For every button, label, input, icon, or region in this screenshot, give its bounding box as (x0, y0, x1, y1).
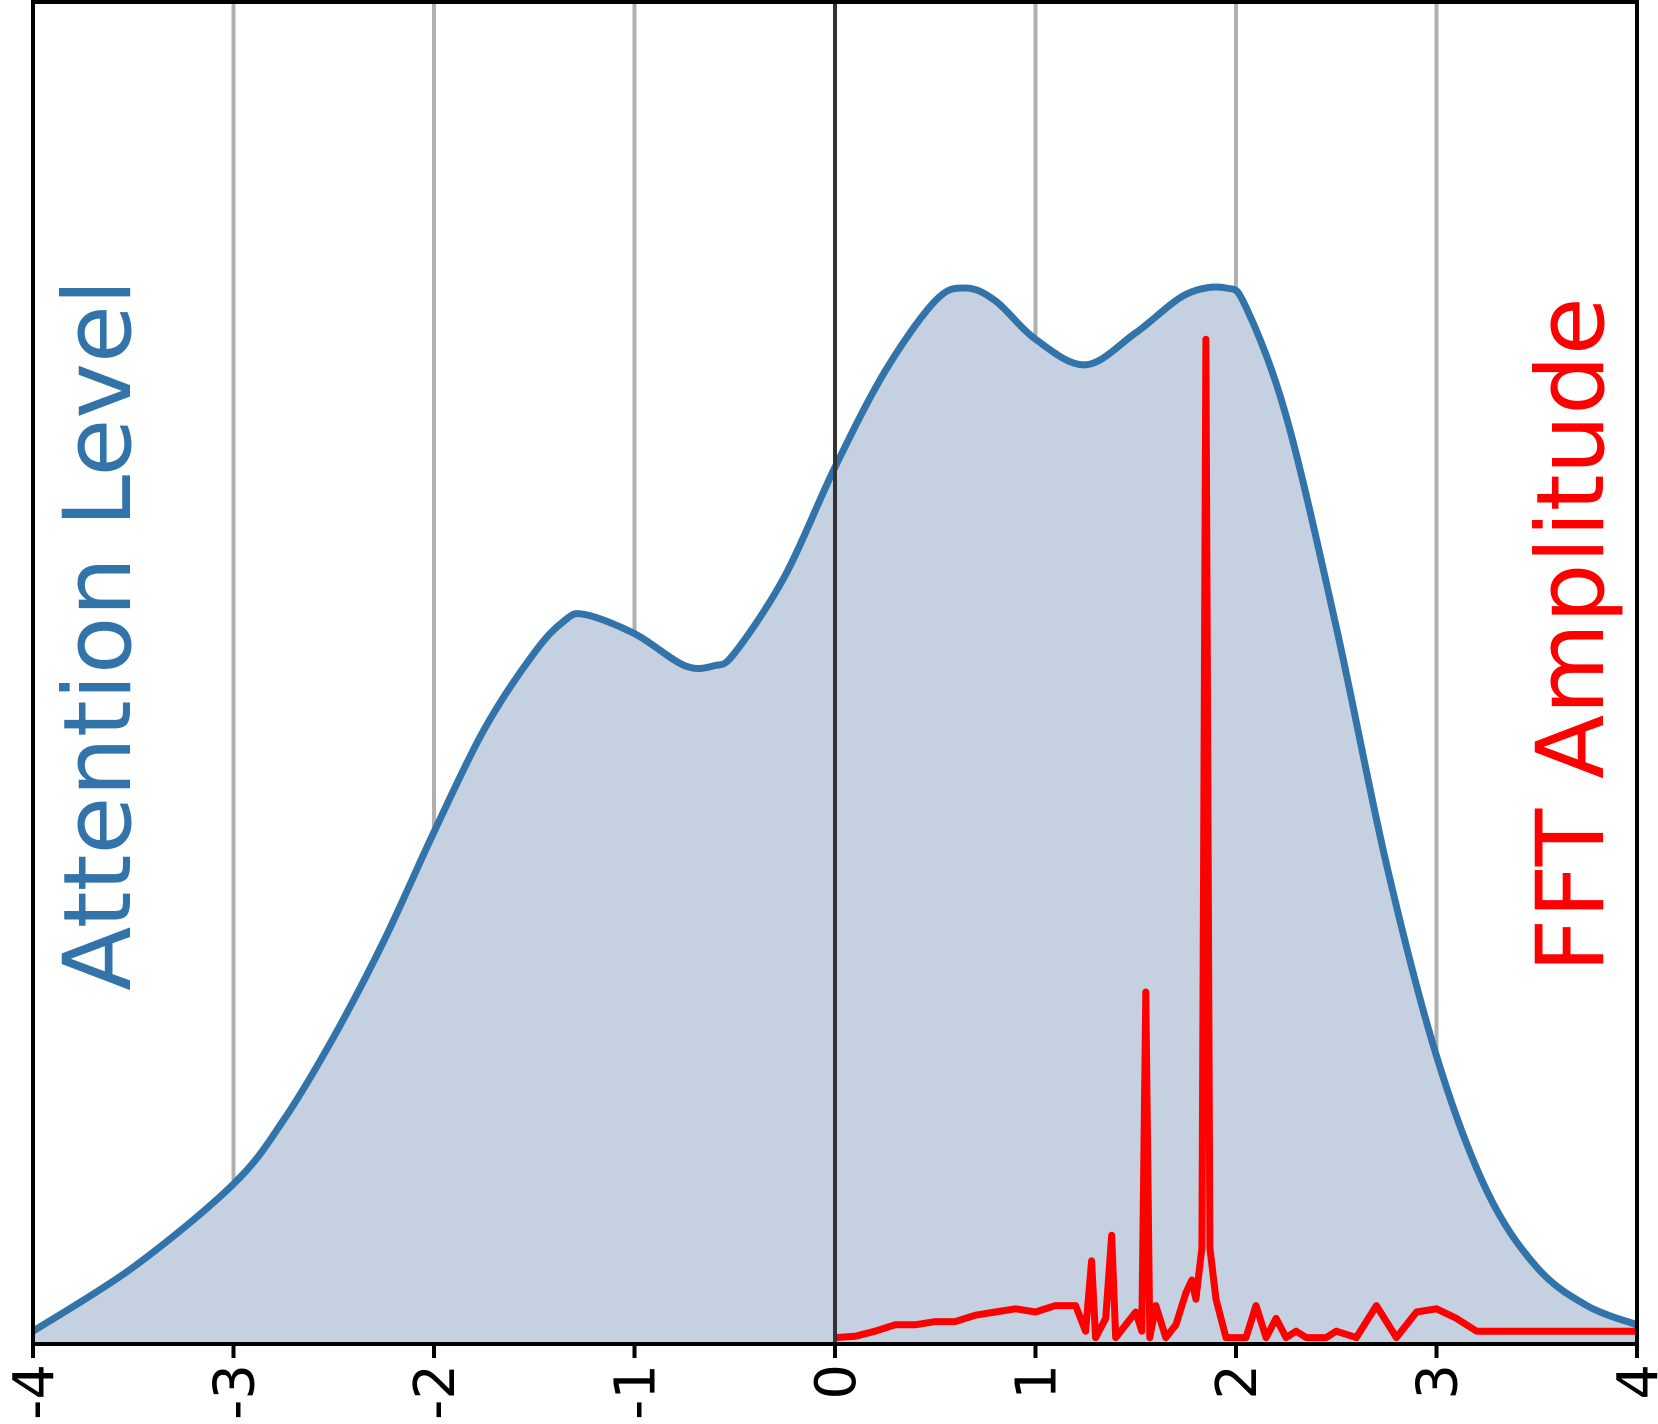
x-tick-label-8: 4 (1606, 1364, 1658, 1400)
fft-amplitude-line (834, 335, 1637, 1342)
attention-level-line (31, 283, 1639, 1335)
x-tick-layer: -4 -3 -2 -1 0 1 2 3 4 (2, 1344, 1658, 1420)
x-tick-label-1: -3 (203, 1364, 268, 1420)
x-tick-label-2: -2 (403, 1364, 468, 1420)
x-tick-label-5: 1 (1005, 1364, 1070, 1400)
x-tick-label-3: -1 (604, 1364, 669, 1420)
fft-line-layer (834, 335, 1637, 1342)
x-tick-label-6: 2 (1205, 1364, 1270, 1400)
x-tick-label-7: 3 (1406, 1364, 1471, 1400)
left-axis-label: Attention Level (44, 279, 153, 991)
right-axis-label: FFT Amplitude (1517, 297, 1626, 973)
x-tick-label-4: 0 (804, 1364, 869, 1400)
x-tick-label-0: -4 (2, 1364, 67, 1420)
